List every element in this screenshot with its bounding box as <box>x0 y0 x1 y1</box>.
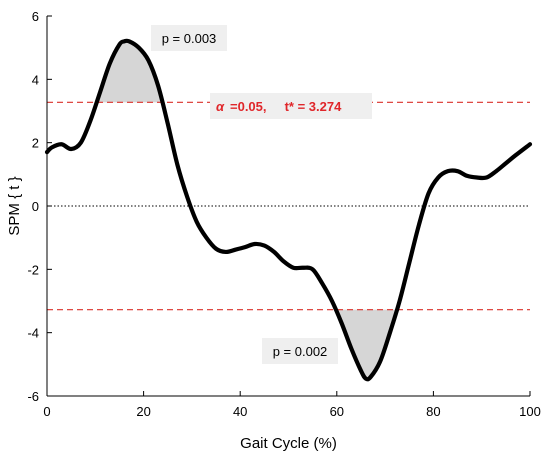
y-tick-label: 6 <box>32 9 39 24</box>
x-tick-label: 80 <box>426 404 440 419</box>
threshold-label: α =0.05, t* = 3.274 <box>210 93 372 119</box>
p-value-upper-label: p = 0.003 <box>151 25 227 51</box>
alpha-symbol: α <box>216 99 225 114</box>
y-tick-label: 4 <box>32 72 39 87</box>
x-tick-label: 20 <box>136 404 150 419</box>
y-axis-title: SPM { t } <box>6 176 23 235</box>
x-tick-label: 100 <box>519 404 541 419</box>
p-value-upper-text: p = 0.003 <box>162 31 217 46</box>
spm-curve <box>44 38 533 382</box>
y-tick-label: 0 <box>32 199 39 214</box>
y-tick-label: -4 <box>27 326 39 341</box>
axes <box>46 15 531 397</box>
shaded-clusters <box>97 41 404 379</box>
shaded-cluster-2 <box>333 309 404 379</box>
p-value-lower-text: p = 0.002 <box>273 344 328 359</box>
x-axis-title: Gait Cycle (%) <box>240 435 337 452</box>
tick-labels: 0 20 40 60 80 100 -6 -4 -2 0 2 4 6 <box>27 9 540 419</box>
x-tick-label: 60 <box>330 404 344 419</box>
p-value-lower-label: p = 0.002 <box>262 338 338 364</box>
x-tick-label: 40 <box>233 404 247 419</box>
y-tick-label: 2 <box>32 136 39 151</box>
y-tick-label: -6 <box>27 389 39 404</box>
x-tick-label: 0 <box>43 404 50 419</box>
threshold-value-text: =0.05, t* = 3.274 <box>230 99 342 114</box>
annotations: p = 0.003 p = 0.002 α =0.05, t* = 3.274 <box>151 25 372 364</box>
spm-curve-layer <box>44 38 533 382</box>
y-tick-label: -2 <box>27 262 39 277</box>
reference-lines <box>47 101 530 311</box>
